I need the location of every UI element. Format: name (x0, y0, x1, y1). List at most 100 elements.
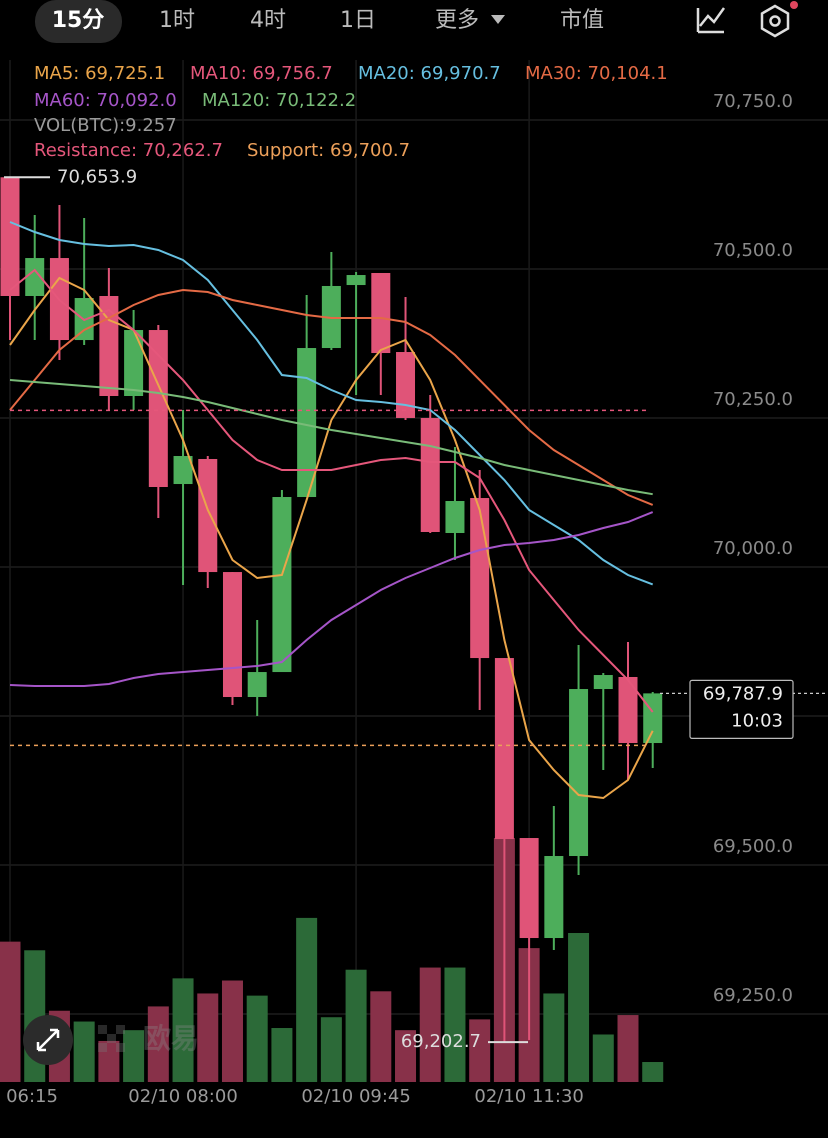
volume-bar (345, 969, 367, 1082)
legend-entry: MA30: 70,104.1 (525, 63, 668, 84)
volume-bar (320, 1017, 342, 1082)
candle-body (297, 348, 317, 498)
volume-bar (197, 993, 219, 1082)
x-tick-label: 02/10 09:45 (301, 1086, 410, 1107)
candle-body (396, 352, 416, 418)
tab[interactable]: 1时 (159, 8, 195, 33)
candle (124, 310, 144, 411)
x-tick-label: 06:15 (6, 1086, 58, 1107)
legend-entry: MA60: 70,092.0 (34, 90, 177, 111)
x-tick-label: 02/10 08:00 (128, 1086, 237, 1107)
hexagon-icon (760, 4, 790, 38)
candle (544, 805, 564, 950)
legend-entry: MA120: 70,122.2 (202, 90, 356, 111)
candle (494, 658, 514, 1043)
candle (445, 447, 465, 561)
volume-bar (370, 991, 392, 1082)
countdown-label: 10:03 (731, 710, 783, 731)
tab[interactable]: 1日 (340, 8, 376, 33)
volume-bar (0, 941, 21, 1082)
candle-body (420, 417, 440, 532)
volume-legend: VOL(BTC):9.257 (34, 115, 177, 136)
candle-body (643, 693, 663, 744)
candle-body (25, 258, 45, 296)
ma-line (9, 221, 654, 586)
expand-button[interactable] (23, 1015, 73, 1065)
candle-body (346, 275, 366, 286)
y-tick-label: 69,500.0 (713, 836, 793, 857)
tab-label: 市值 (560, 8, 604, 33)
candle-body (371, 272, 391, 354)
last-price-label: 69,787.9 (703, 683, 783, 704)
chart-tool-icon[interactable] (696, 7, 726, 34)
hexagon-dot (769, 15, 781, 27)
ma-line (9, 276, 654, 800)
expand-icon (36, 1028, 60, 1052)
logo-square (98, 1043, 107, 1052)
tab[interactable]: 市值 (560, 8, 604, 33)
logo-square (116, 1043, 125, 1052)
volume-bar (172, 978, 194, 1082)
candle (371, 272, 391, 396)
candle-body (173, 456, 193, 485)
volume-bar (642, 1062, 664, 1082)
y-tick-label: 70,750.0 (713, 91, 793, 112)
high-marker-label: 70,653.9 (57, 166, 137, 187)
tab-label: 15分 (52, 8, 105, 33)
tab[interactable]: 更多 (435, 8, 479, 33)
candle (272, 490, 292, 673)
candle-body (198, 458, 218, 573)
candle (222, 572, 242, 706)
volume-bar (419, 967, 441, 1082)
volume-bar (296, 917, 318, 1082)
volume-bar (246, 995, 268, 1082)
candle-body (247, 672, 267, 698)
candle (593, 673, 613, 771)
notification-dot (790, 1, 798, 9)
candle (247, 620, 267, 717)
ma-line (9, 511, 654, 687)
candle-body (272, 497, 292, 673)
candle-body (148, 330, 168, 488)
legend-entry: MA10: 69,756.7 (190, 63, 333, 84)
legend-entry: MA20: 69,970.7 (358, 63, 501, 84)
resistance-label: Resistance: 70,262.7 (34, 140, 223, 161)
chart-icon (696, 7, 726, 34)
candle (297, 295, 317, 498)
candle (346, 272, 366, 396)
volume-bar (469, 1019, 491, 1082)
volume-bar (617, 1015, 639, 1082)
candle-body (445, 501, 465, 534)
tab-label: 1时 (159, 8, 195, 33)
candle-body (569, 689, 589, 857)
candle (618, 642, 638, 781)
volume-bar (123, 1030, 145, 1082)
candle-body (494, 658, 514, 840)
candle-body (0, 177, 20, 296)
tab[interactable]: 4时 (250, 8, 286, 33)
candle (396, 297, 416, 421)
last-price-box (689, 679, 794, 739)
candle (25, 215, 45, 341)
y-tick-label: 70,250.0 (713, 389, 793, 410)
tab-label: 1日 (340, 8, 376, 33)
candle-body (618, 676, 638, 744)
tab-bar: 15分 1时 4时 1日 更多 市值 (35, 0, 604, 43)
logo-square (116, 1025, 125, 1034)
y-tick-label: 69,250.0 (713, 985, 793, 1006)
settings-icon[interactable] (760, 1, 798, 38)
volume-bar (221, 980, 243, 1082)
candle-body (519, 838, 539, 939)
tab-highlight (35, 0, 122, 43)
support-label: Support: 69,700.7 (247, 140, 410, 161)
candle (198, 456, 218, 589)
tab-label: 4时 (250, 8, 286, 33)
watermark-text: 欧易 (143, 1022, 199, 1055)
tab[interactable]: 15分 (35, 0, 122, 43)
legend-entry: MA5: 69,725.1 (34, 63, 165, 84)
candle (0, 177, 20, 341)
candle-body (544, 856, 564, 939)
volume-bar (395, 1030, 417, 1082)
